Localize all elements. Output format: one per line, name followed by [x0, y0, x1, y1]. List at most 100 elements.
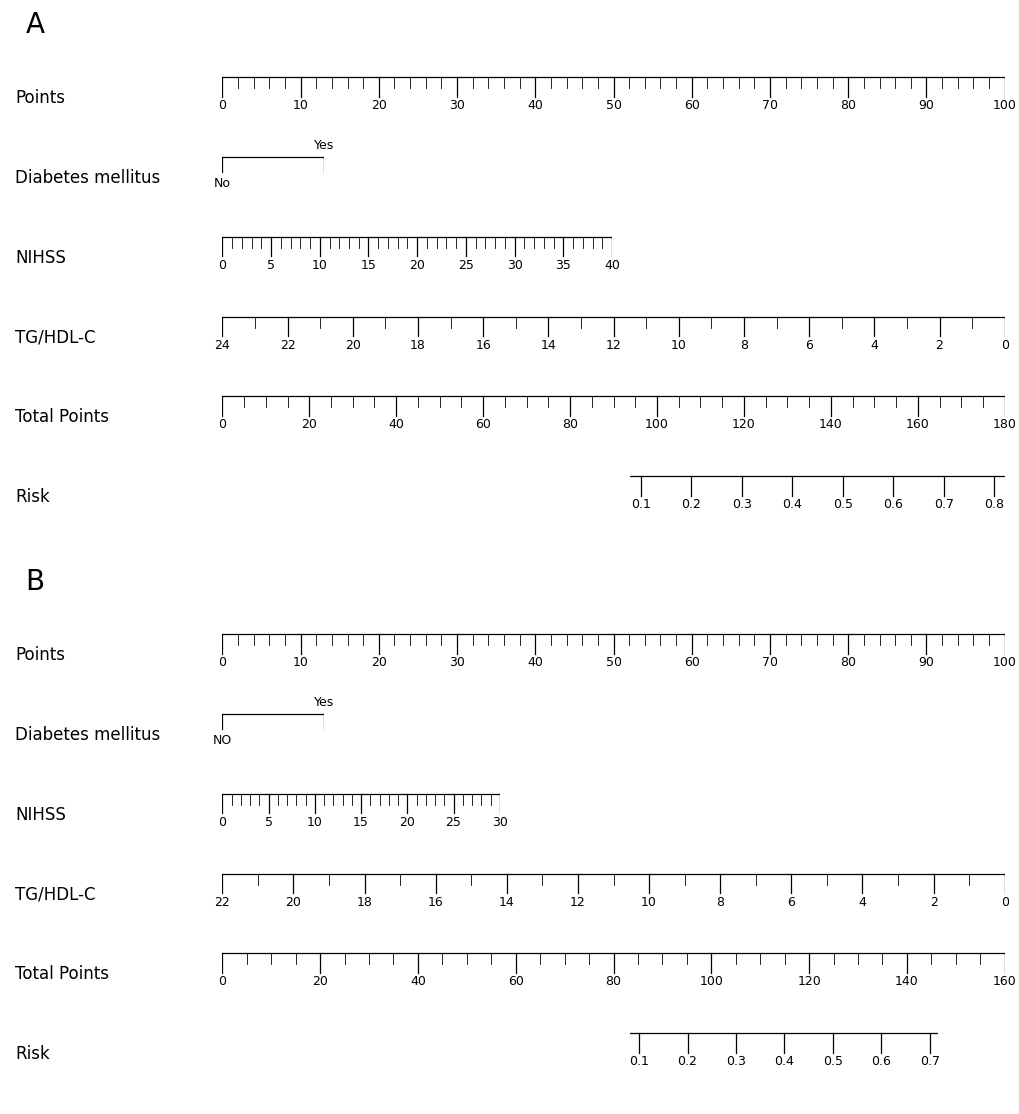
Text: 15: 15 — [360, 258, 376, 272]
Text: A: A — [25, 11, 45, 39]
Text: 12: 12 — [570, 896, 585, 909]
Text: 0.2: 0.2 — [677, 1055, 697, 1068]
Text: 18: 18 — [357, 896, 372, 909]
Text: 6: 6 — [787, 896, 795, 909]
Text: 0: 0 — [218, 656, 226, 670]
Text: Points: Points — [15, 89, 65, 107]
Text: 0.3: 0.3 — [726, 1055, 745, 1068]
Text: 140: 140 — [818, 419, 842, 431]
Text: 6: 6 — [804, 339, 812, 352]
Text: 0.3: 0.3 — [732, 498, 751, 511]
Text: 160: 160 — [905, 419, 928, 431]
Text: 16: 16 — [475, 339, 490, 352]
Text: 20: 20 — [371, 99, 386, 113]
Text: 0.6: 0.6 — [882, 498, 902, 511]
Text: 0: 0 — [218, 976, 226, 988]
Text: 10: 10 — [292, 99, 308, 113]
Text: 0.7: 0.7 — [919, 1055, 938, 1068]
Text: 90: 90 — [918, 99, 933, 113]
Text: Total Points: Total Points — [15, 409, 109, 427]
Text: 5: 5 — [264, 815, 272, 829]
Text: 90: 90 — [918, 656, 933, 670]
Text: NO: NO — [213, 734, 231, 746]
Text: 0.4: 0.4 — [782, 498, 802, 511]
Text: Diabetes mellitus: Diabetes mellitus — [15, 726, 160, 744]
Text: 20: 20 — [399, 815, 415, 829]
Text: 60: 60 — [475, 419, 490, 431]
Text: 35: 35 — [554, 258, 571, 272]
Text: 0.7: 0.7 — [932, 498, 953, 511]
Text: 100: 100 — [991, 99, 1016, 113]
Text: Diabetes mellitus: Diabetes mellitus — [15, 169, 160, 187]
Text: 40: 40 — [603, 258, 620, 272]
Text: 2: 2 — [928, 896, 936, 909]
Text: 4: 4 — [858, 896, 865, 909]
Text: 40: 40 — [527, 656, 543, 670]
Text: 100: 100 — [699, 976, 722, 988]
Text: 20: 20 — [344, 339, 361, 352]
Text: 12: 12 — [605, 339, 621, 352]
Text: 120: 120 — [732, 419, 755, 431]
Text: 10: 10 — [292, 656, 308, 670]
Text: 25: 25 — [445, 815, 461, 829]
Text: 80: 80 — [840, 656, 855, 670]
Text: 0.5: 0.5 — [832, 498, 852, 511]
Text: NIHSS: NIHSS — [15, 248, 66, 266]
Text: Risk: Risk — [15, 488, 50, 506]
Text: 50: 50 — [605, 656, 621, 670]
Text: 50: 50 — [605, 99, 621, 113]
Text: 10: 10 — [307, 815, 322, 829]
Text: 0: 0 — [218, 419, 226, 431]
Text: Risk: Risk — [15, 1045, 50, 1063]
Text: 30: 30 — [491, 815, 507, 829]
Text: 0: 0 — [218, 258, 226, 272]
Text: No: No — [214, 177, 230, 189]
Text: 40: 40 — [410, 976, 426, 988]
Text: 24: 24 — [214, 339, 230, 352]
Text: 70: 70 — [761, 656, 777, 670]
Text: 0: 0 — [218, 99, 226, 113]
Text: 70: 70 — [761, 99, 777, 113]
Text: 60: 60 — [507, 976, 523, 988]
Text: 14: 14 — [498, 896, 515, 909]
Text: 14: 14 — [540, 339, 555, 352]
Text: 120: 120 — [797, 976, 820, 988]
Text: 30: 30 — [448, 99, 465, 113]
Text: 20: 20 — [312, 976, 328, 988]
Text: 22: 22 — [279, 339, 296, 352]
Text: 25: 25 — [458, 258, 474, 272]
Text: TG/HDL-C: TG/HDL-C — [15, 329, 96, 346]
Text: B: B — [25, 568, 45, 596]
Text: 60: 60 — [683, 99, 699, 113]
Text: 10: 10 — [312, 258, 327, 272]
Text: 0.2: 0.2 — [681, 498, 701, 511]
Text: 0: 0 — [1000, 896, 1008, 909]
Text: 8: 8 — [739, 339, 747, 352]
Text: Points: Points — [15, 646, 65, 664]
Text: 0: 0 — [1000, 339, 1008, 352]
Text: 100: 100 — [644, 419, 668, 431]
Text: 18: 18 — [410, 339, 426, 352]
Text: Yes: Yes — [314, 138, 334, 152]
Text: 40: 40 — [527, 99, 543, 113]
Text: 22: 22 — [214, 896, 230, 909]
Text: 160: 160 — [991, 976, 1016, 988]
Text: 0: 0 — [218, 815, 226, 829]
Text: 2: 2 — [934, 339, 943, 352]
Text: Total Points: Total Points — [15, 966, 109, 984]
Text: 0.4: 0.4 — [773, 1055, 794, 1068]
Text: 20: 20 — [409, 258, 425, 272]
Text: 20: 20 — [285, 896, 302, 909]
Text: TG/HDL-C: TG/HDL-C — [15, 886, 96, 903]
Text: 60: 60 — [683, 656, 699, 670]
Text: 30: 30 — [448, 656, 465, 670]
Text: NIHSS: NIHSS — [15, 805, 66, 823]
Text: 140: 140 — [894, 976, 918, 988]
Text: 20: 20 — [301, 419, 317, 431]
Text: 0.5: 0.5 — [822, 1055, 842, 1068]
Text: 40: 40 — [388, 419, 404, 431]
Text: 10: 10 — [641, 896, 656, 909]
Text: 16: 16 — [427, 896, 443, 909]
Text: 8: 8 — [715, 896, 723, 909]
Text: 4: 4 — [869, 339, 877, 352]
